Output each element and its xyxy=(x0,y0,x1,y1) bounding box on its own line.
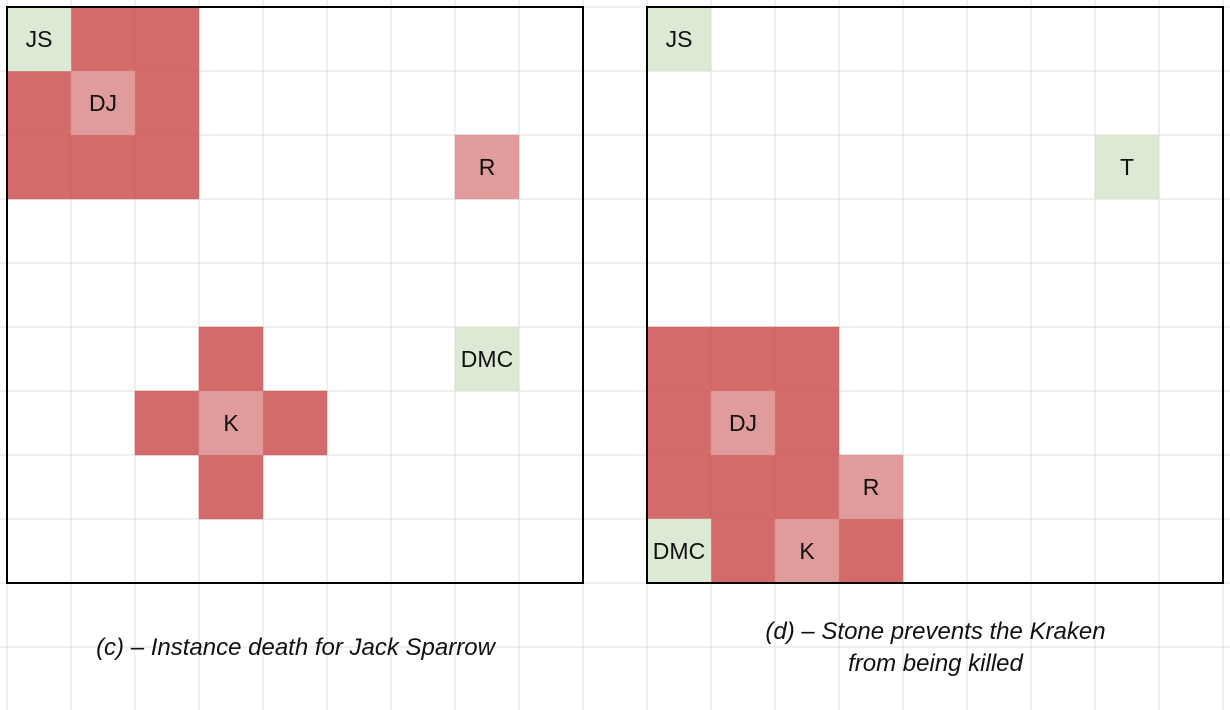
entity-label-k: K xyxy=(223,410,239,436)
entity-label-dj: DJ xyxy=(89,90,117,116)
entity-cell-dmc xyxy=(454,326,520,392)
entity-cell-js xyxy=(6,6,72,72)
danger-zone-cell xyxy=(70,6,136,72)
entity-label-js: JS xyxy=(666,26,693,52)
entity-cell-t xyxy=(1094,134,1160,200)
danger-zone-cell xyxy=(710,518,776,584)
panel-border xyxy=(646,6,1224,584)
danger-zone-cell xyxy=(134,70,200,136)
danger-zone-cell xyxy=(774,326,840,392)
entity-cell-dj xyxy=(70,70,136,136)
danger-zone-cell xyxy=(838,518,904,584)
panel-border xyxy=(6,6,584,584)
danger-zone-cell xyxy=(70,134,136,200)
entity-label-js: JS xyxy=(26,26,53,52)
caption-c-line-1: (c) – Instance death for Jack Sparrow xyxy=(96,634,495,661)
danger-zone-cell xyxy=(134,134,200,200)
entity-label-t: T xyxy=(1120,154,1134,180)
danger-zone-cell xyxy=(6,70,72,136)
danger-zone-cell xyxy=(710,454,776,520)
caption-d-line-2: from being killed xyxy=(848,650,1023,677)
entity-cell-r xyxy=(838,454,904,520)
danger-zone-cell xyxy=(710,326,776,392)
entity-label-dj: DJ xyxy=(729,410,757,436)
danger-zone-cell xyxy=(646,390,712,456)
entity-label-dmc: DMC xyxy=(461,346,513,372)
danger-zone-cell xyxy=(134,390,200,456)
caption-d: (d) – Stone prevents the Kraken from bei… xyxy=(648,616,1223,680)
entity-label-dmc: DMC xyxy=(653,538,705,564)
entity-label-k: K xyxy=(799,538,815,564)
danger-zone-cell xyxy=(134,6,200,72)
danger-zone-cell xyxy=(646,326,712,392)
entity-label-r: R xyxy=(479,154,496,180)
entity-label-r: R xyxy=(863,474,880,500)
grid-panel-d: JS T DJ R DMC K xyxy=(646,6,1224,584)
entity-cell-dj xyxy=(710,390,776,456)
danger-zone-cell xyxy=(198,454,264,520)
danger-zone-cell xyxy=(6,134,72,200)
danger-zone-cell xyxy=(262,390,328,456)
caption-d-line-1: (d) – Stone prevents the Kraken xyxy=(765,618,1106,645)
entity-cell-k xyxy=(198,390,264,456)
entity-cell-js xyxy=(646,6,712,72)
caption-c: (c) – Instance death for Jack Sparrow xyxy=(8,632,583,664)
danger-zone-cell xyxy=(774,454,840,520)
danger-zone-cell xyxy=(774,390,840,456)
danger-zone-cell xyxy=(646,454,712,520)
danger-zone-cell xyxy=(198,326,264,392)
entity-cell-r xyxy=(454,134,520,200)
grid-panel-c: JS DJ R DMC K xyxy=(6,6,584,584)
entity-cell-k xyxy=(774,518,840,584)
